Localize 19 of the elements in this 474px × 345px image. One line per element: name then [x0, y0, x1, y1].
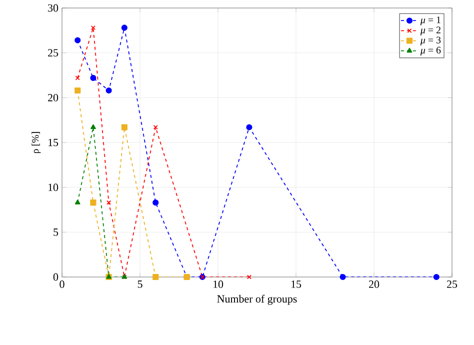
- y-tick-label: 30: [48, 4, 58, 12]
- legend-label: μ = 6: [420, 46, 441, 56]
- x-tick-label: 15: [291, 280, 302, 288]
- x-tick-label: 0: [60, 280, 64, 288]
- legend-label: μ = 3: [420, 36, 441, 46]
- y-tick-label: 15: [48, 138, 58, 146]
- y-tick-label: 20: [48, 94, 58, 102]
- x-tick-label: 5: [138, 280, 142, 288]
- y-tick-label: 5: [54, 228, 58, 236]
- x-axis-title: Number of groups: [217, 294, 297, 305]
- legend-label: μ = 2: [420, 26, 440, 36]
- x-tick-label: 25: [447, 280, 458, 288]
- y-axis-title: ρ [%]: [32, 132, 41, 154]
- legend-label: μ = 1: [420, 16, 440, 26]
- x-tick-label: 20: [369, 280, 380, 288]
- x-tick-label: 10: [213, 280, 224, 288]
- y-tick-label: 0: [53, 273, 58, 281]
- y-tick-label: 10: [48, 184, 58, 192]
- y-tick-label: 25: [48, 49, 58, 57]
